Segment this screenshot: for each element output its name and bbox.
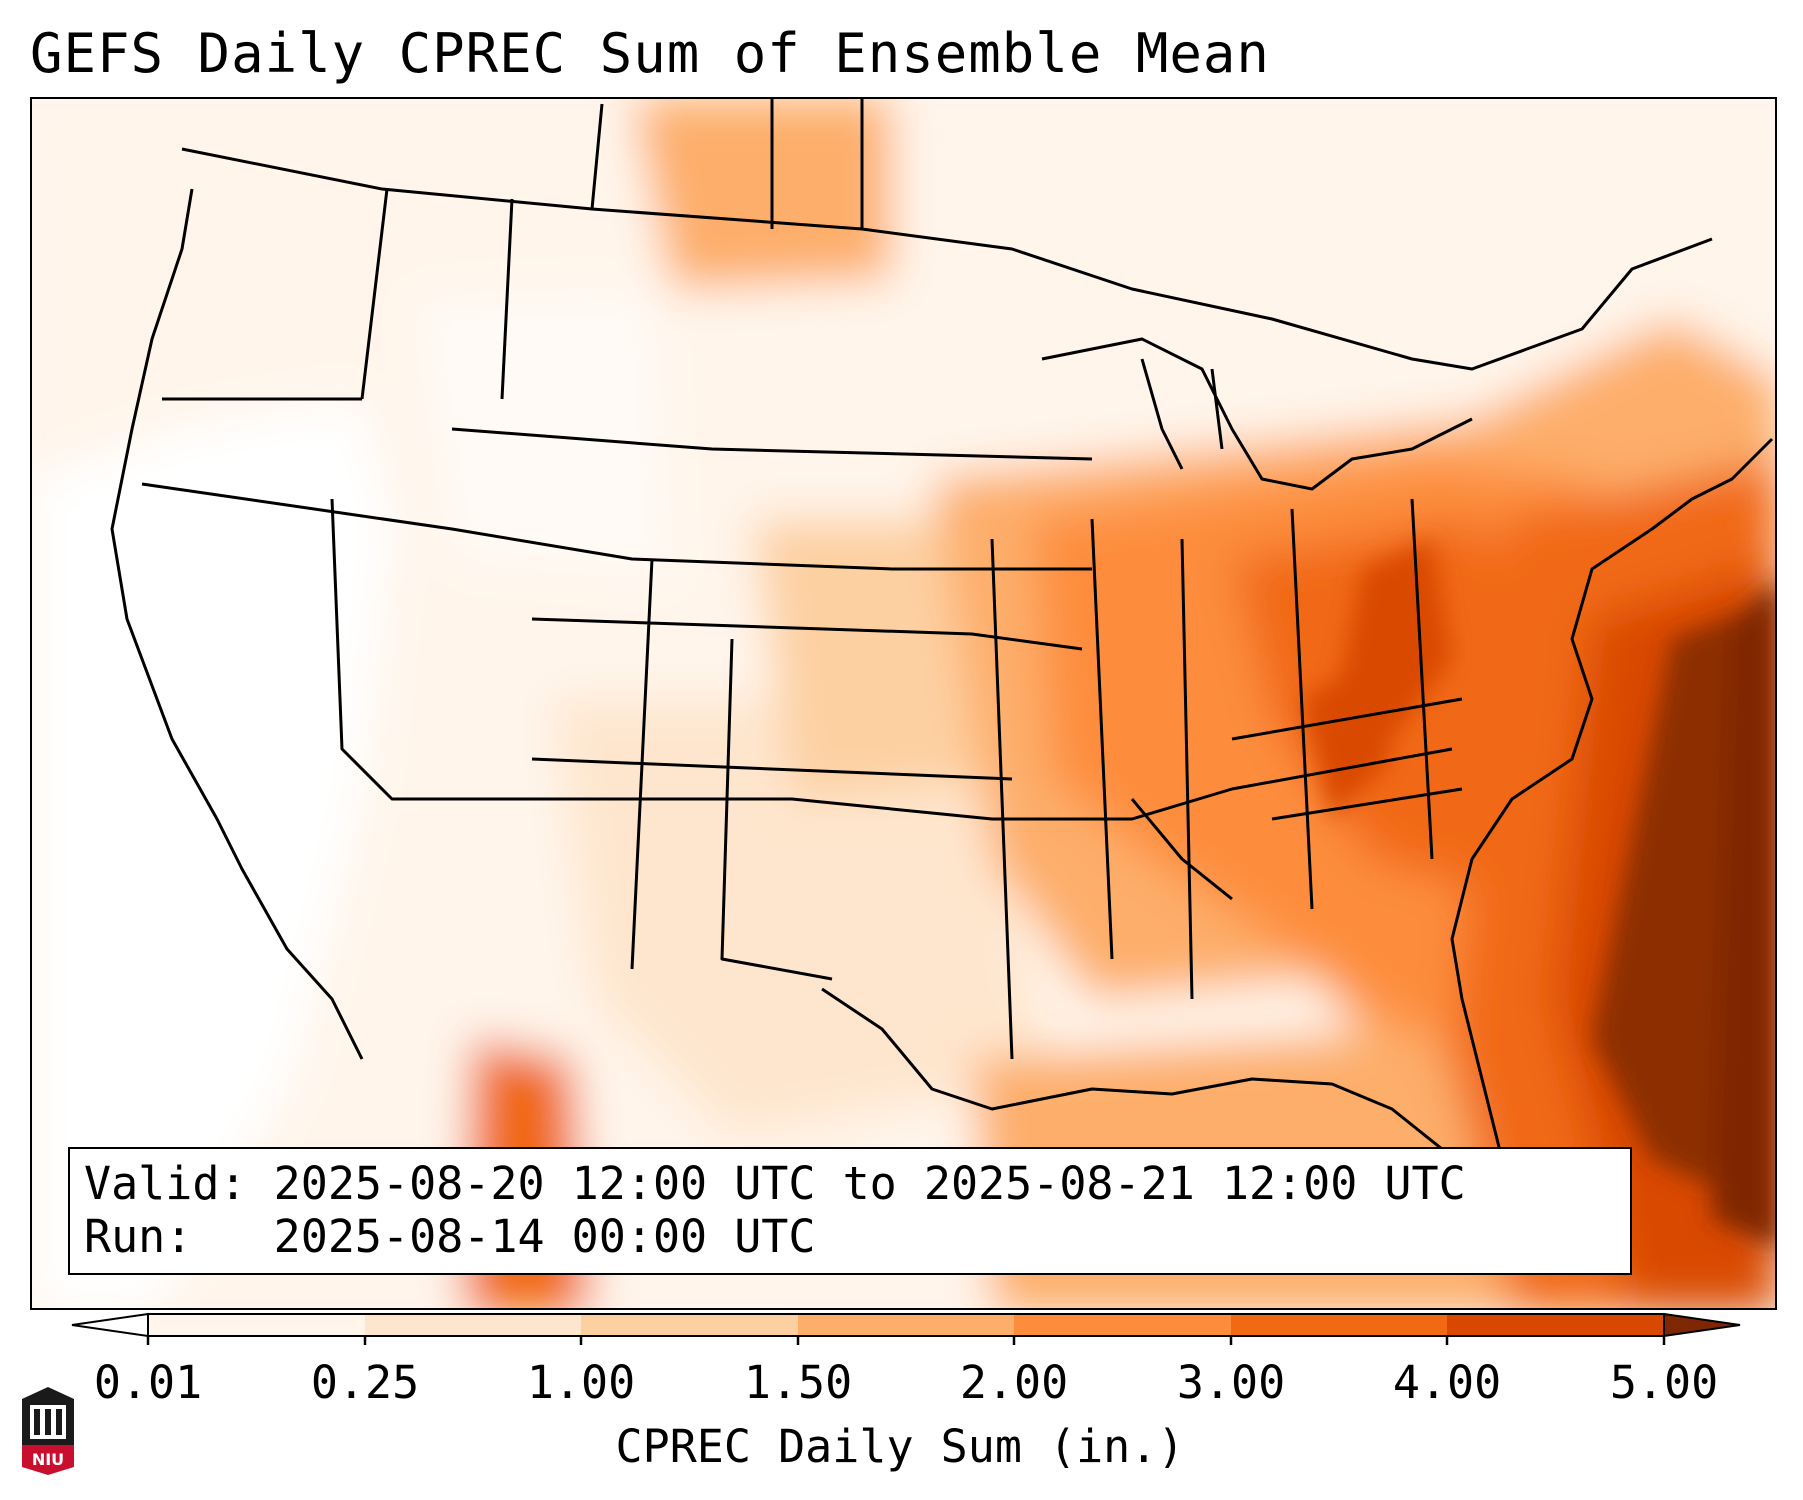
colorbar <box>71 1312 1741 1345</box>
map-panel <box>30 97 1777 1310</box>
colorbar-tick-label: 4.00 <box>1392 1356 1502 1409</box>
svg-text:NIU: NIU <box>32 1450 64 1469</box>
valid-time-text: Valid: 2025-08-20 12:00 UTC to 2025-08-2… <box>84 1157 1466 1210</box>
colorbar-segment-5 <box>1014 1314 1231 1336</box>
west-coast <box>110 188 364 1060</box>
great-lakes <box>1041 337 1473 491</box>
colorbar-tick-label: 0.25 <box>310 1356 420 1409</box>
colorbar-tick-label: 1.00 <box>526 1356 636 1409</box>
canada-border <box>181 147 1713 371</box>
colorbar-segment-4 <box>798 1314 1014 1336</box>
valid-run-info-box: Valid: 2025-08-20 12:00 UTC to 2025-08-2… <box>68 1147 1632 1275</box>
run-time-text: Run: 2025-08-14 00:00 UTC <box>84 1210 816 1263</box>
precip-field <box>32 99 1775 1308</box>
colorbar-tick-label: 5.00 <box>1609 1356 1719 1409</box>
colorbar-segment-2 <box>365 1314 581 1336</box>
colorbar-segment-3 <box>581 1314 798 1336</box>
niu-logo-icon: NIU <box>22 1387 74 1475</box>
colorbar-under-triangle <box>71 1312 149 1338</box>
colorbar-tick-label: 2.00 <box>959 1356 1069 1409</box>
colorbar-segment-6 <box>1231 1314 1447 1336</box>
colorbar-segment-7 <box>1447 1314 1664 1336</box>
colorbar-over-triangle <box>1663 1312 1741 1338</box>
colorbar-segment-1 <box>148 1314 365 1336</box>
colorbar-tick-label: 1.50 <box>743 1356 853 1409</box>
colorbar-tick-label: 3.00 <box>1176 1356 1286 1409</box>
east-coast <box>1450 437 1774 1000</box>
colorbar-label: CPREC Daily Sum (in.) <box>615 1420 1185 1473</box>
chart-title: GEFS Daily CPREC Sum of Ensemble Mean <box>30 22 1270 85</box>
colorbar-tick-label: 0.01 <box>93 1356 203 1409</box>
